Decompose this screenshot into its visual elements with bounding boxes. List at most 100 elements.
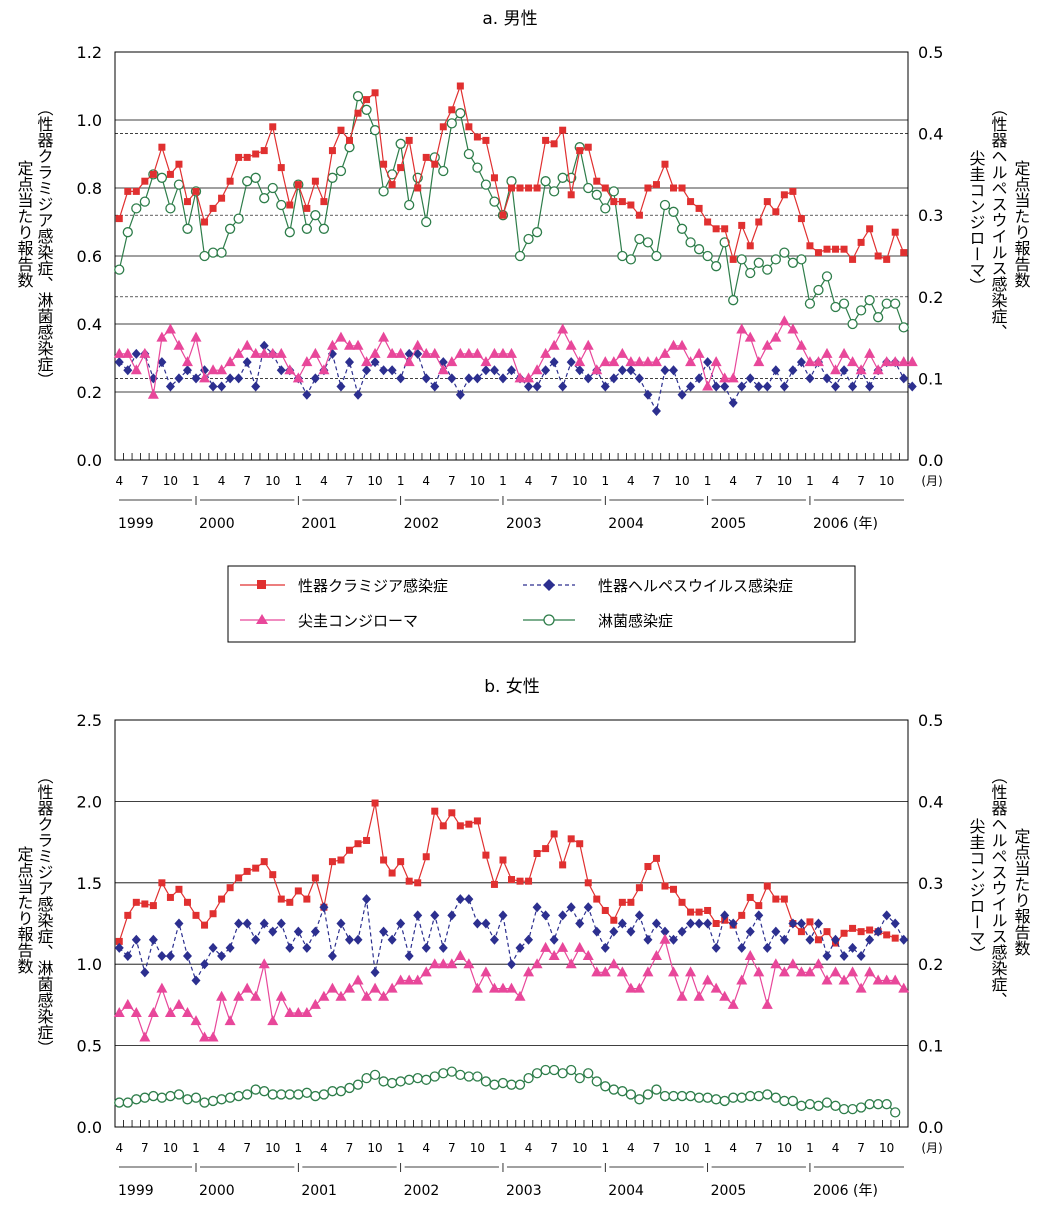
data-point [139,347,151,358]
x-month-label: 4 [115,1141,123,1155]
data-point [164,1007,176,1018]
data-point [548,186,560,197]
data-point [327,1086,338,1097]
data-point [643,389,653,400]
y-tick-label-left: 0.4 [77,315,102,334]
data-point [516,877,524,885]
data-point [787,323,799,334]
data-point [327,172,338,183]
data-point [524,934,534,945]
data-point [659,347,671,358]
data-point [430,381,440,392]
data-point [514,372,526,383]
data-point [251,934,261,945]
data-point [506,176,517,187]
data-point [599,966,611,977]
data-point [183,198,191,206]
y-tick-label-right: 0.3 [918,874,943,893]
y-tick-label-left: 1.2 [77,43,102,62]
data-point [310,1090,321,1102]
data-point [883,255,891,263]
data-point [386,982,398,993]
data-point [431,160,439,168]
data-point [216,364,228,375]
data-point [591,966,603,977]
data-point [404,199,415,211]
data-point [465,123,473,131]
data-point [848,942,858,953]
data-point [369,347,381,358]
data-point [744,331,756,342]
data-point [558,910,568,921]
data-point [738,221,746,229]
data-point [753,966,765,977]
data-point [303,895,311,903]
data-point [275,990,287,1001]
data-point [823,928,831,936]
x-year-label: 2000 [199,1183,235,1199]
data-point [652,854,660,862]
data-point [541,365,551,376]
data-point [737,942,747,953]
data-point [173,179,185,190]
y-tick-label-right: 0.3 [918,206,943,225]
y-tick-label-right: 0.0 [918,451,943,470]
data-point [277,895,285,903]
data-point [881,974,893,985]
data-point [642,1089,654,1100]
data-point [660,926,670,937]
data-point [583,1068,594,1079]
data-point [471,982,483,993]
data-point [284,1007,296,1018]
data-point [292,372,304,383]
data-point [380,160,388,168]
svg-text:定点当たり報告数: 定点当たり報告数 [1012,828,1031,956]
data-point [635,211,643,219]
data-point [872,364,884,375]
data-point [533,184,541,192]
data-point [233,990,245,1001]
data-point [465,820,473,828]
data-point [489,365,499,376]
data-point [363,96,371,104]
y-tick-label-right: 0.0 [918,1118,943,1137]
data-point [421,942,431,953]
data-point [183,898,191,906]
data-point [122,1097,133,1108]
data-point [437,958,449,969]
chart-title-male: a. 男性 [482,9,537,29]
data-point [593,177,601,185]
data-point [789,187,797,195]
data-point [224,223,236,234]
data-point [634,1094,645,1105]
chart-marks: 0.0 0.2 0.4 0.6 0.8 1.0 1.2 0.0 0.1 0.2 0.3 0.4 0.5 4… [77,43,944,1199]
data-point [114,1097,125,1108]
data-point [463,1071,475,1082]
data-point [267,1089,278,1100]
data-point [642,356,654,367]
data-point [369,125,381,136]
data-point [704,218,712,226]
data-point [269,123,277,131]
data-point [378,990,390,1001]
data-point [473,133,481,141]
data-point [627,201,635,209]
x-month-label: 1 [806,1141,814,1155]
data-point [446,356,458,367]
data-point [745,1090,756,1102]
data-point [489,934,499,945]
data-point [217,951,227,962]
data-point [779,1095,790,1107]
data-point [241,339,253,350]
x-month-label: 10 [572,1141,587,1155]
data-point [805,373,815,384]
x-year-label: 2006 (年) [813,1183,878,1199]
data-point [396,918,406,929]
data-point [822,951,832,962]
data-point [627,898,635,906]
data-point [131,348,141,359]
data-point [591,1076,602,1087]
data-point [523,372,535,383]
data-point [821,271,833,282]
data-point [284,1089,295,1100]
